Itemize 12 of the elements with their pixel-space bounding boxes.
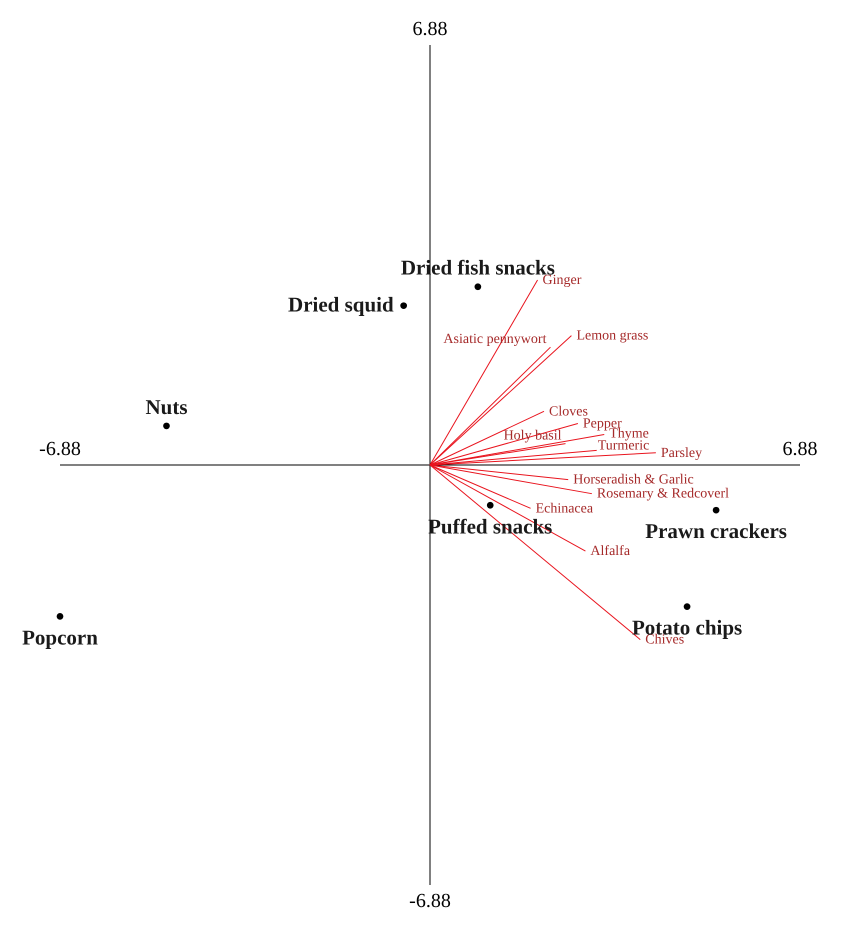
series-label: Holy basil [504,428,562,444]
annotation: Dried squid [288,292,394,317]
series-label: Cloves [549,404,588,420]
annotation: Prawn crackers [645,519,787,544]
series-label: Parsley [660,446,702,461]
annotation: Popcorn [22,625,98,650]
annotation: Nuts [145,394,188,419]
series-label: Alfalfa [590,544,631,560]
series-label: Horseradish & Garlic [573,472,694,488]
series-label: Lemon grass [576,328,648,344]
series-label: Echinacea [536,501,594,516]
series-label: Rosemary & Redcoverl [596,486,730,502]
